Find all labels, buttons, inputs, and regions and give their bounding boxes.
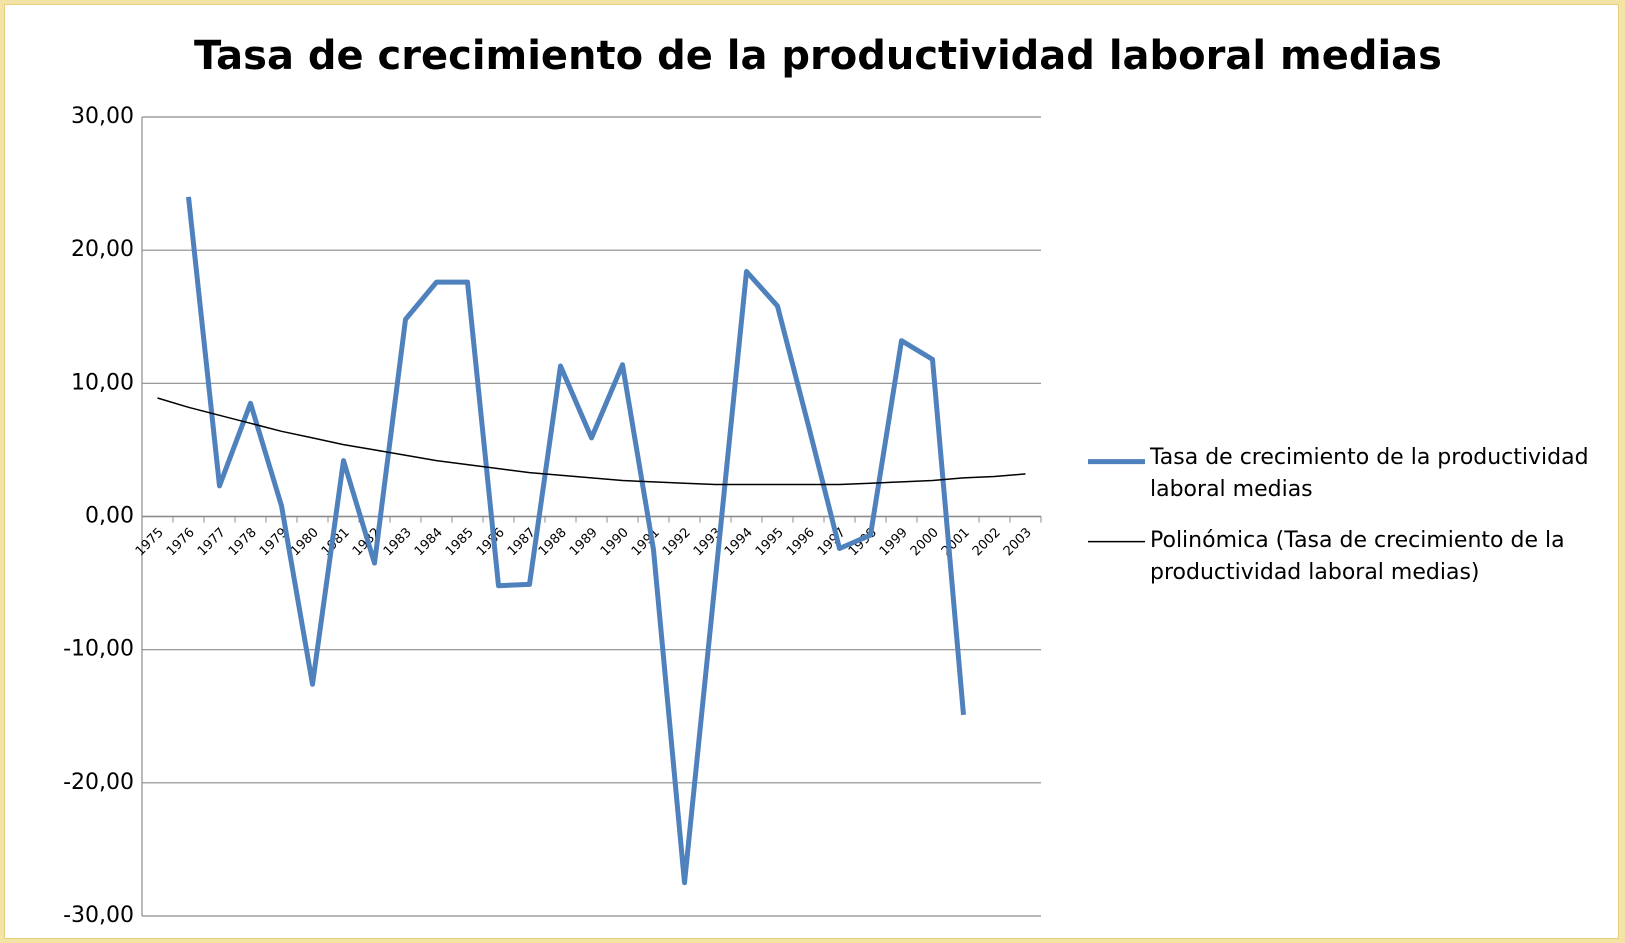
x-tick-label: 2002 (970, 525, 1004, 559)
x-tick-label: 1990 (598, 525, 632, 559)
x-tick-label: 2001 (939, 525, 973, 559)
x-tick-label: 1983 (381, 525, 415, 559)
x-tick-label: 1992 (660, 525, 694, 559)
x-tick-label: 1988 (536, 525, 570, 559)
x-tick-label: 1975 (133, 525, 167, 559)
legend-label: Polinómica (Tasa de crecimiento de la pr… (1150, 528, 1565, 586)
y-tick-label: -10,00 (63, 637, 134, 662)
x-tick-label: 1984 (412, 525, 446, 559)
x-tick-label: 2000 (908, 525, 942, 559)
x-tick-label: 1976 (164, 525, 198, 559)
y-tick-label: -30,00 (63, 903, 134, 928)
x-tick-label: 1996 (784, 525, 818, 559)
x-tick-label: 1977 (195, 525, 229, 559)
x-tick-label: 1978 (226, 525, 260, 559)
x-tick-label: 1999 (877, 525, 911, 559)
chart-title: Tasa de crecimiento de la productividad … (194, 33, 1442, 79)
y-tick-label: -20,00 (63, 770, 134, 795)
x-tick-label: 1995 (753, 525, 787, 559)
x-tick-label: 1980 (288, 525, 322, 559)
x-tick-label: 1989 (567, 525, 601, 559)
x-tick-label: 1991 (629, 525, 663, 559)
data-line (186, 196, 966, 886)
x-tick-label: 2003 (1001, 525, 1035, 559)
trend-line (157, 397, 1026, 486)
y-tick-label: 10,00 (71, 370, 134, 395)
y-tick-label: 30,00 (71, 104, 134, 129)
legend-label: Tasa de crecimiento de la productividad … (1150, 445, 1589, 503)
x-tick-label: 1994 (722, 525, 756, 559)
x-tick-label: 1997 (815, 525, 849, 559)
y-tick-label: 20,00 (71, 237, 134, 262)
x-tick-label: 1985 (443, 525, 477, 559)
y-tick-label: 0,00 (85, 504, 134, 529)
